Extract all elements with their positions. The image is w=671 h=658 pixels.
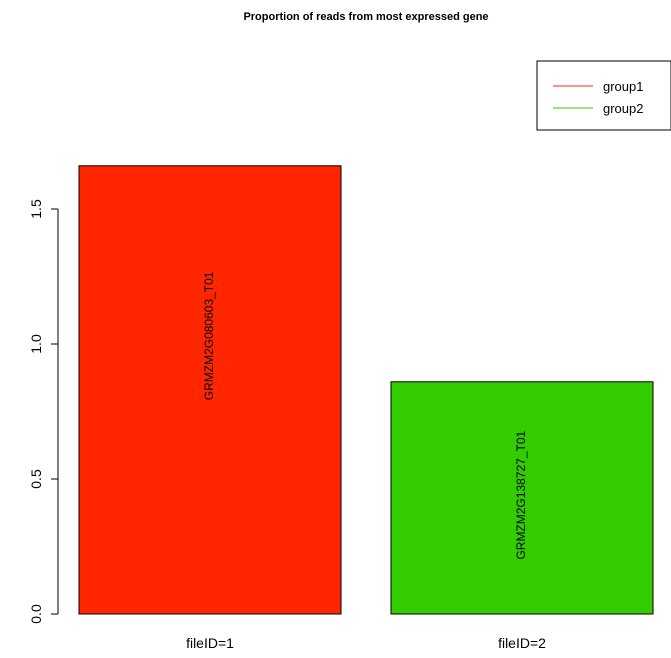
- legend-label: group2: [603, 101, 643, 116]
- legend: group1 group2: [536, 60, 671, 131]
- bar: [390, 381, 654, 615]
- category-labels: fileID=1 fileID=2: [186, 635, 546, 651]
- chart-title: Proportion of reads from most expressed …: [243, 11, 488, 23]
- legend-box: [536, 60, 671, 131]
- bars: [78, 165, 654, 615]
- bar-labels: GRMZM2G080603_T01 GRMZM2G138727_T01: [202, 271, 528, 559]
- y-tick-label: 1.0: [28, 334, 44, 354]
- legend-label: group1: [603, 79, 643, 94]
- y-tick-label: 1.5: [28, 199, 44, 219]
- bar: [78, 165, 342, 615]
- category-label: fileID=1: [186, 635, 234, 651]
- y-tick-label: 0.5: [28, 469, 44, 489]
- bar-label: GRMZM2G080603_T01: [202, 271, 216, 400]
- y-tick-label: 0.0: [28, 604, 44, 624]
- bar-label: GRMZM2G138727_T01: [514, 431, 528, 560]
- category-label: fileID=2: [498, 635, 546, 651]
- y-axis: 0.0 0.5 1.0 1.5: [28, 199, 59, 624]
